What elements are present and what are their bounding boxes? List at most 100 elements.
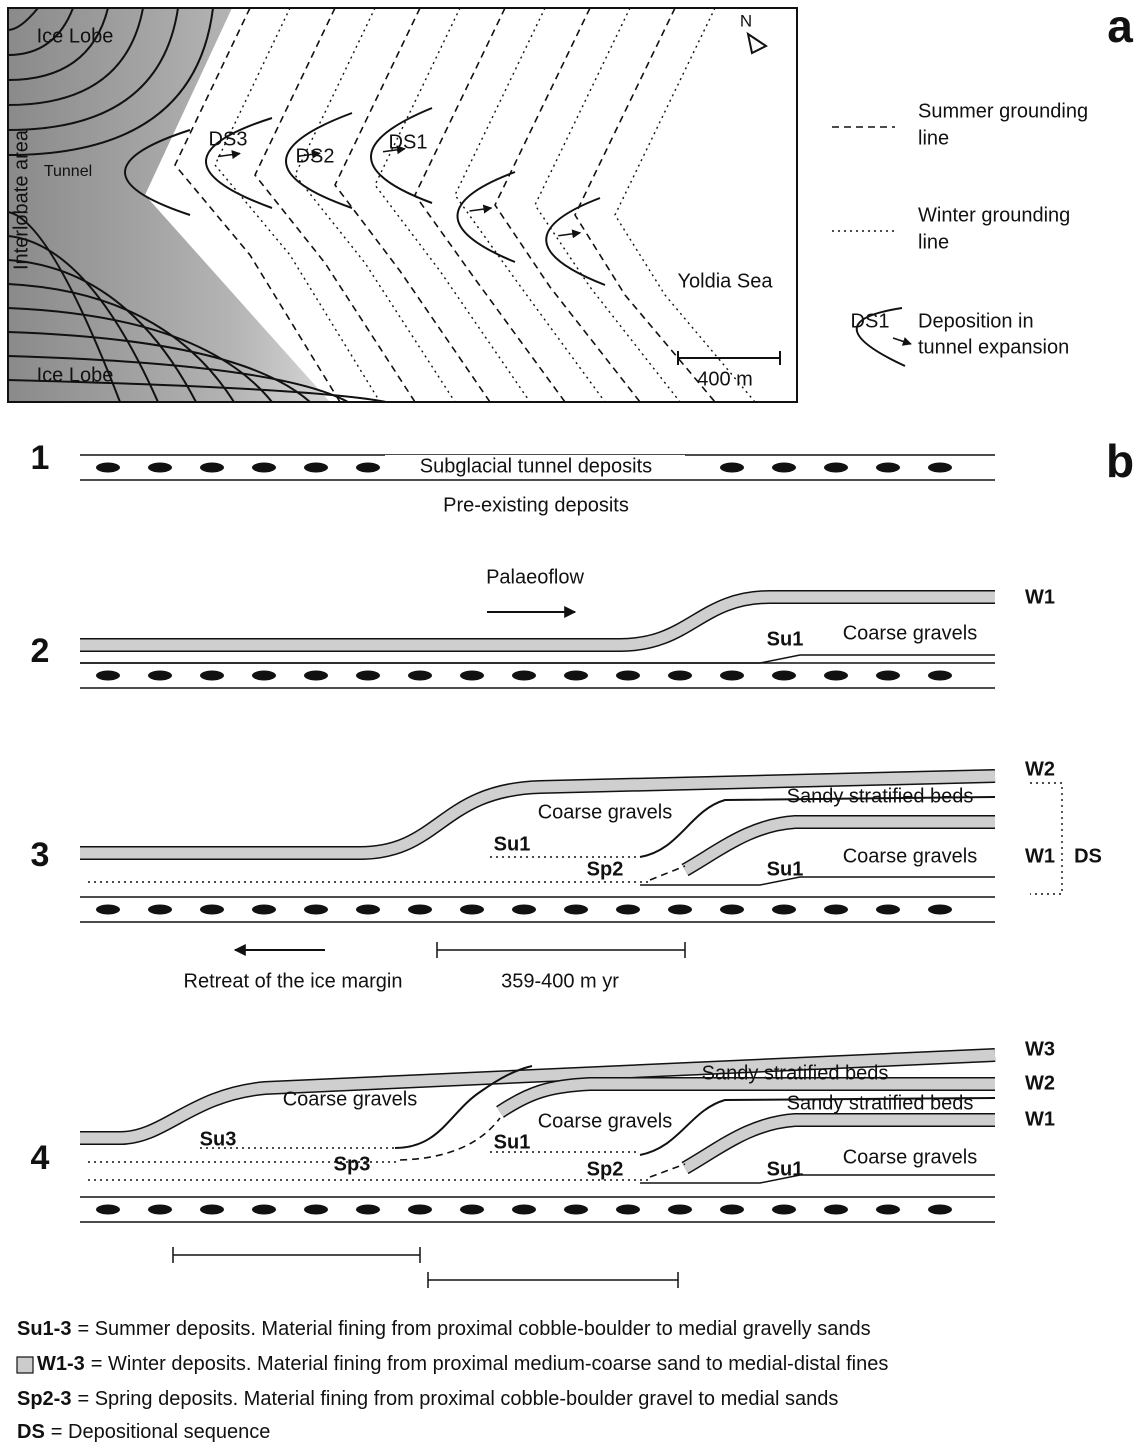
tunnel-outline: [458, 172, 516, 262]
tunnel-deposit-clast: [96, 905, 120, 915]
tunnel-deposit-clast: [148, 1205, 172, 1215]
tunnel-deposit-clast: [720, 671, 744, 681]
section-label: Coarse gravels: [283, 1088, 418, 1110]
tunnel-deposit-clast: [512, 905, 536, 915]
panel-label: a: [1107, 0, 1133, 52]
tunnel-deposit-clast: [876, 905, 900, 915]
gravel-base: [80, 655, 995, 663]
tunnel-deposit-clast: [772, 1205, 796, 1215]
tunnel-deposit-clast: [148, 905, 172, 915]
tunnel-deposit-clast: [96, 1205, 120, 1215]
section-label: Sp2: [587, 858, 624, 880]
section-label: Subglacial tunnel deposits: [420, 455, 652, 477]
caption-term: DS: [17, 1421, 45, 1443]
tunnel-deposit-clast: [616, 905, 640, 915]
section-label: Su1: [767, 858, 804, 880]
tunnel-deposit-clast: [408, 1205, 432, 1215]
tunnel-deposit-clast: [824, 463, 848, 473]
section-label: Coarse gravels: [538, 801, 673, 823]
winter-grounding-line: [535, 8, 680, 402]
section-label: Palaeoflow: [486, 566, 584, 588]
caption: W1-3 = Winter deposits. Material fining f…: [37, 1353, 888, 1375]
section-label: W2: [1025, 758, 1055, 780]
tunnel-deposit-clast: [148, 671, 172, 681]
caption-text: = Spring deposits. Material fining from …: [77, 1388, 838, 1410]
tunnel-deposit-clast: [616, 1205, 640, 1215]
section-label: Sandy stratified beds: [787, 785, 974, 807]
scale-bar: [428, 1272, 678, 1288]
tunnel-deposit-clast: [96, 463, 120, 473]
summer-grounding-line: [495, 8, 640, 402]
tunnel-deposit-clast: [928, 671, 952, 681]
section-label: W2: [1025, 1072, 1055, 1094]
tunnel-deposit-clast: [304, 463, 328, 473]
tunnel-deposit-clast: [148, 463, 172, 473]
tunnel-deposit-clast: [96, 671, 120, 681]
panel-label: b: [1106, 435, 1134, 487]
tunnel-deposit-clast: [512, 671, 536, 681]
scale-bar: [437, 942, 685, 958]
flow-arrow: [218, 154, 240, 157]
tunnel-deposit-clast: [356, 463, 380, 473]
tunnel-deposit-clast: [200, 671, 224, 681]
tunnel-deposit-clast: [720, 1205, 744, 1215]
gravel-base: [640, 1175, 995, 1183]
tunnel-deposit-clast: [356, 1205, 380, 1215]
section-label: Su1: [494, 1131, 531, 1153]
map-label: DS3: [209, 128, 248, 150]
tunnel-deposit-clast: [460, 905, 484, 915]
section-label: Sandy stratified beds: [702, 1062, 889, 1084]
tunnel-deposit-clast: [200, 905, 224, 915]
tunnel-deposit-clast: [408, 671, 432, 681]
legend-symbol: DS1: [851, 310, 890, 332]
section-note: Retreat of the ice margin: [184, 970, 403, 992]
gravel-base: [640, 877, 995, 885]
tunnel-deposit-clast: [460, 1205, 484, 1215]
tunnel-deposit-clast: [356, 671, 380, 681]
legend-text: Summer grounding: [918, 100, 1088, 122]
map-label: Yoldia Sea: [678, 270, 774, 292]
tunnel-deposit-clast: [564, 905, 588, 915]
winter-swatch: [17, 1357, 33, 1373]
caption-term: W1-3: [37, 1353, 85, 1375]
tunnel-deposit-clast: [200, 1205, 224, 1215]
map-area: [8, 8, 755, 402]
section-label: Sp3: [334, 1153, 371, 1175]
section-label: W1: [1025, 845, 1055, 867]
section-label: Coarse gravels: [843, 845, 978, 867]
summer-grounding-line: [575, 8, 715, 402]
north-arrow: [748, 34, 766, 53]
tunnel-deposit-clast: [668, 671, 692, 681]
map-label: DS1: [389, 131, 428, 153]
tunnel-deposit-clast: [928, 1205, 952, 1215]
tunnel-deposit-clast: [252, 1205, 276, 1215]
section-label: DS: [1074, 845, 1102, 867]
legend-text: Deposition in: [918, 310, 1034, 332]
ice-lobes: [8, 8, 330, 402]
section-label: W3: [1025, 1038, 1055, 1060]
section-label: Coarse gravels: [538, 1110, 673, 1132]
summer-grounding-line: [335, 8, 490, 402]
stage-number: 2: [31, 632, 50, 670]
tunnel-deposit-clast: [252, 463, 276, 473]
section-label: W1: [1025, 1108, 1055, 1130]
tunnel-deposit-clast: [720, 905, 744, 915]
section-label: Sp2: [587, 1158, 624, 1180]
section-label: Su1: [767, 1158, 804, 1180]
tunnel-deposit-clast: [720, 463, 744, 473]
tunnel-deposit-clast: [460, 671, 484, 681]
section-label: Su1: [767, 628, 804, 650]
tunnel-deposit-clast: [824, 1205, 848, 1215]
tunnel-deposit-clast: [824, 671, 848, 681]
caption-text: = Depositional sequence: [51, 1421, 271, 1443]
tunnel-deposit-clast: [304, 905, 328, 915]
map-label: Interlobate area: [10, 129, 32, 270]
tunnel-deposit-clast: [668, 905, 692, 915]
caption-text: = Winter deposits. Material fining from …: [91, 1353, 889, 1375]
stage-number: 1: [31, 439, 50, 477]
tunnel-deposit-clast: [408, 905, 432, 915]
section-label: Su1: [494, 833, 531, 855]
scale-bar: [173, 1247, 420, 1263]
section-label: Su3: [200, 1128, 237, 1150]
tunnel-deposit-clast: [564, 1205, 588, 1215]
